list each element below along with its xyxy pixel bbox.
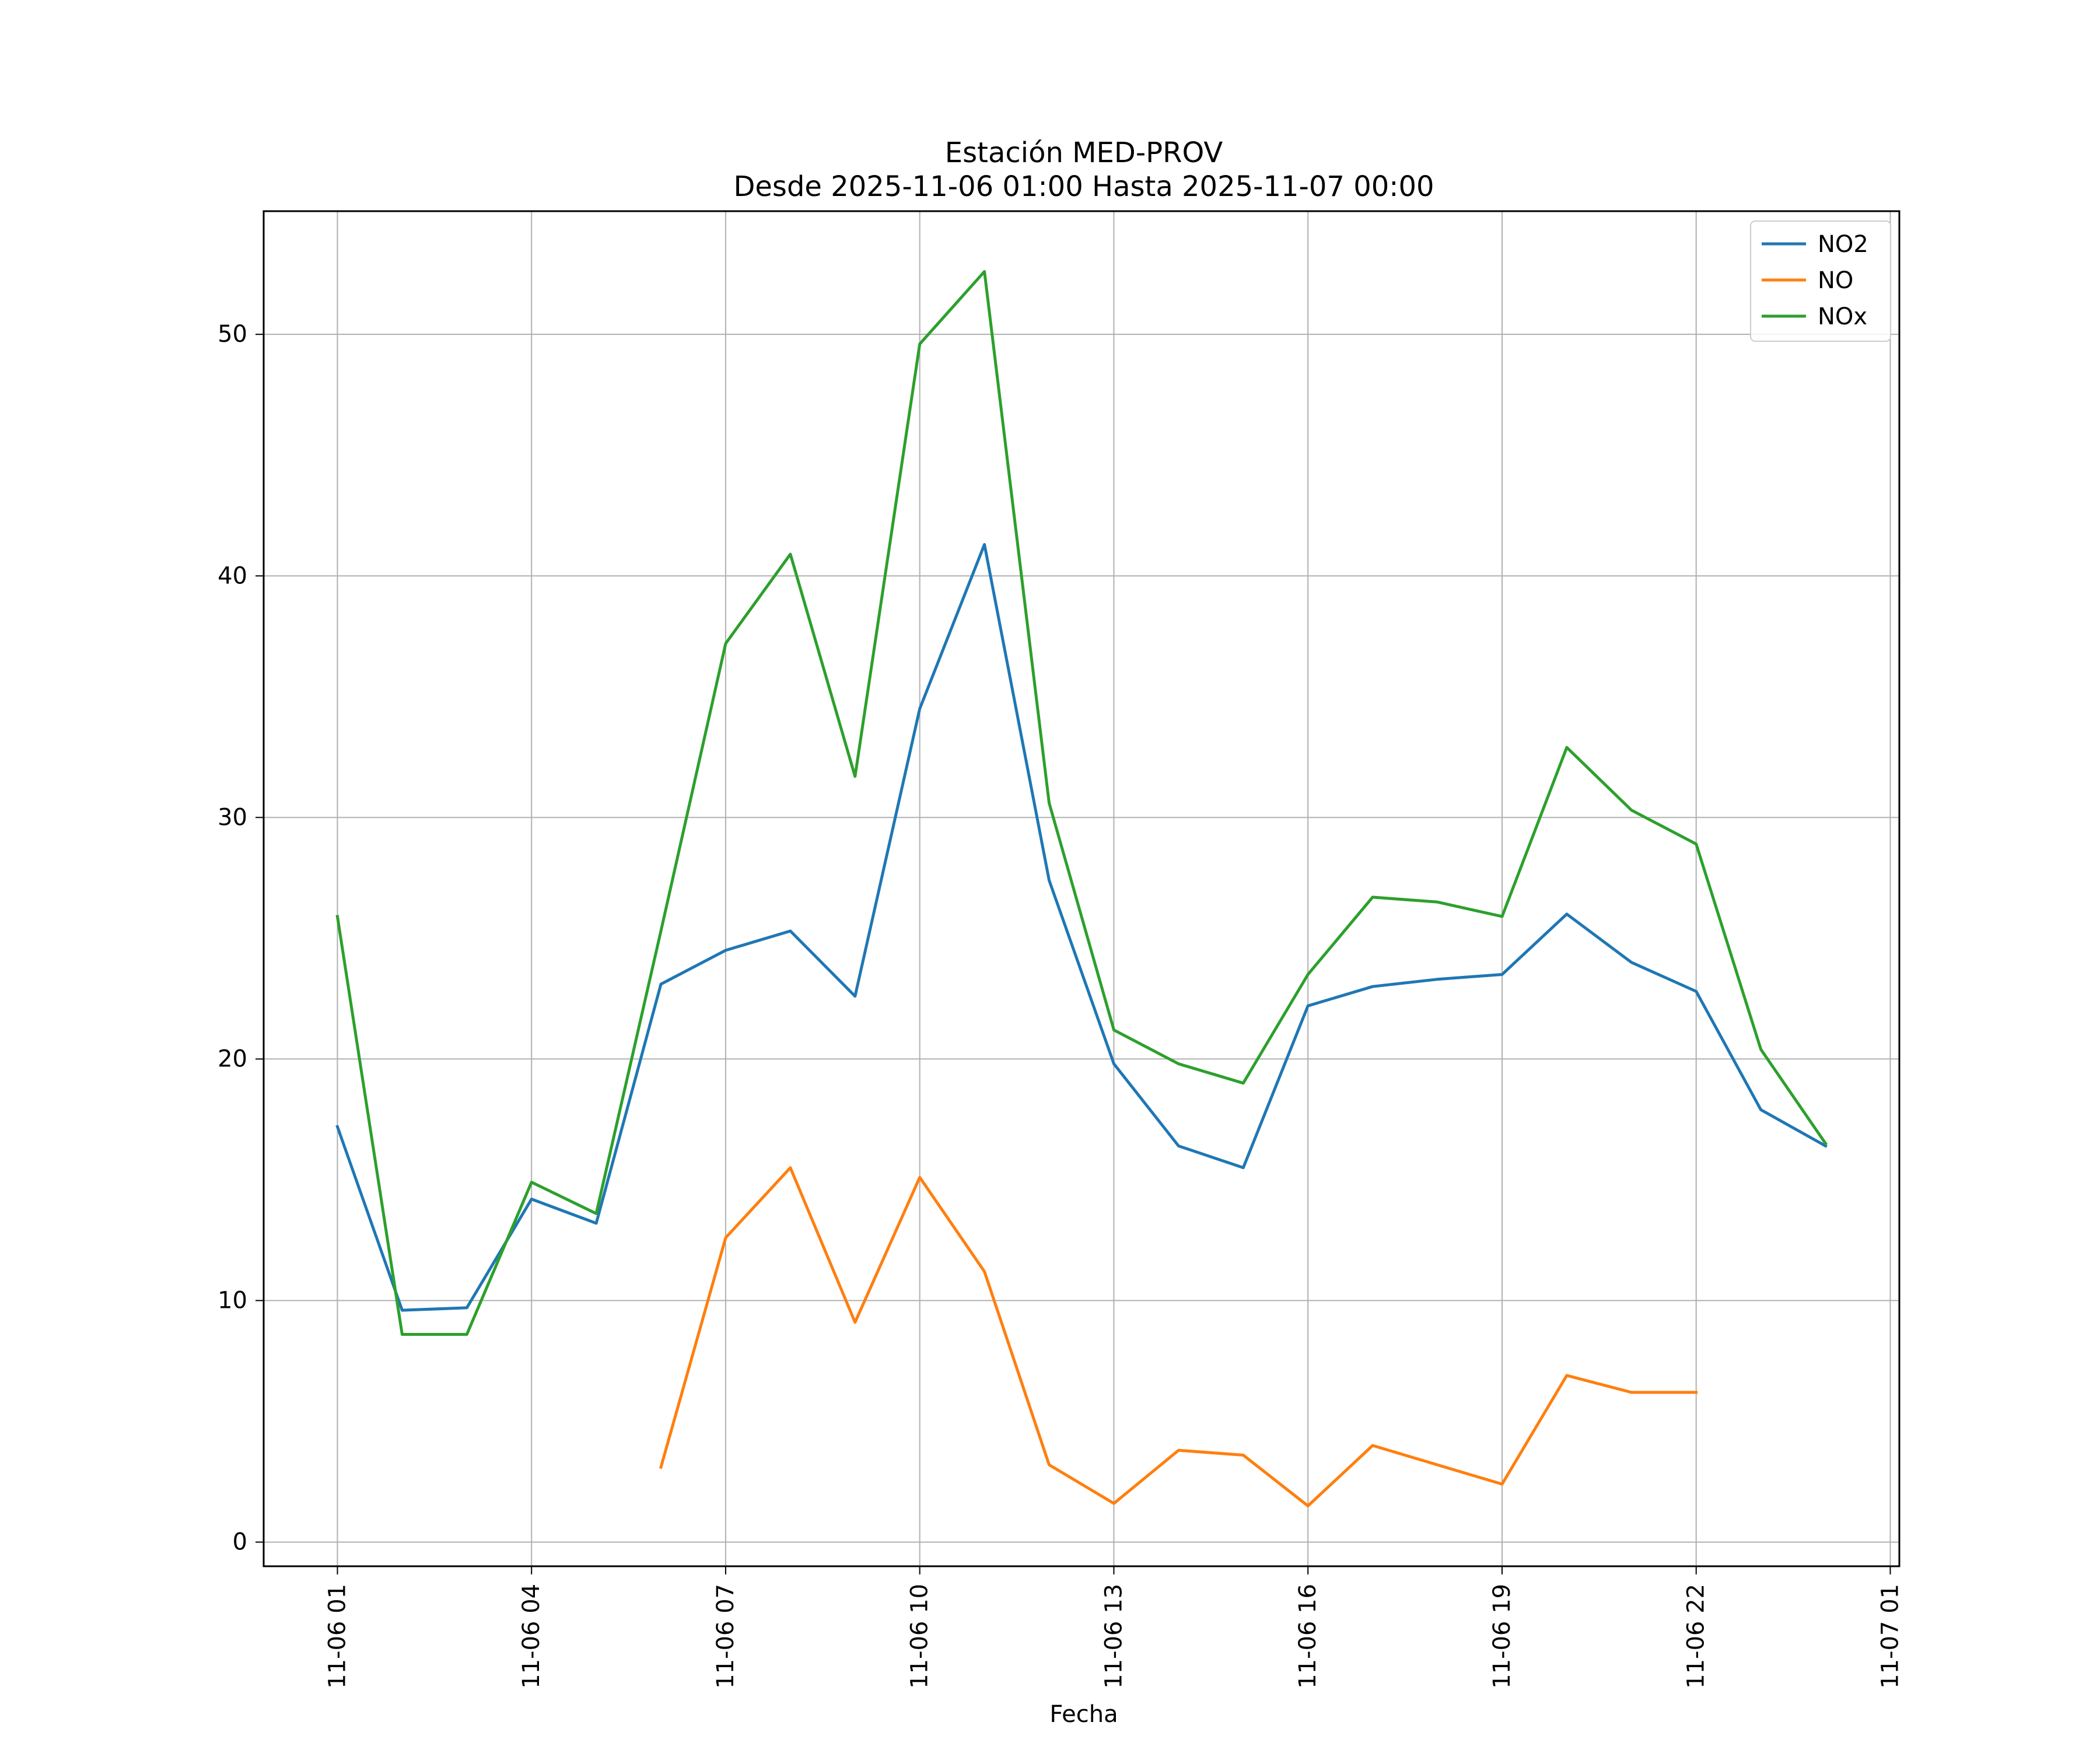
y-tick-label: 10 — [218, 1287, 247, 1314]
x-axis-label: Fecha — [1049, 1701, 1118, 1728]
x-tick-label: 11-06 01 — [324, 1584, 351, 1689]
chart-title: Estación MED-PROV — [945, 136, 1223, 169]
x-tick-label: 11-06 19 — [1489, 1584, 1516, 1689]
legend-label-no: NO — [1818, 267, 1853, 294]
y-tick-label: 30 — [218, 804, 247, 831]
chart-subtitle: Desde 2025-11-06 01:00 Hasta 2025-11-07 … — [733, 170, 1434, 203]
x-tick-label: 11-06 07 — [712, 1584, 739, 1689]
series-line-no — [659, 1166, 1698, 1507]
y-tick-label: 20 — [218, 1045, 247, 1072]
plot-area: 11-06 01 11-06 04 11-06 07 11-06 10 11-06 13… — [218, 210, 1903, 1689]
y-tick-label: 40 — [218, 562, 247, 589]
legend-box — [1750, 220, 1891, 342]
series-line-nox — [335, 270, 1828, 1336]
legend: NO2 NO NOx — [1750, 220, 1891, 342]
x-tick-label: 11-07 01 — [1877, 1584, 1903, 1689]
series-line-no2 — [335, 542, 1828, 1312]
x-tick-label: 11-06 22 — [1683, 1584, 1710, 1689]
y-tick-label: 0 — [233, 1529, 247, 1556]
legend-label-nox: NOx — [1818, 303, 1867, 330]
y-tick-label: 50 — [218, 321, 247, 348]
x-tick-label: 11-06 16 — [1294, 1584, 1321, 1689]
legend-label-no2: NO2 — [1818, 231, 1868, 258]
x-tick-label: 11-06 10 — [907, 1584, 933, 1689]
x-tick-label: 11-06 04 — [518, 1584, 545, 1689]
x-tick-label: 11-06 13 — [1100, 1584, 1127, 1689]
plot-frame — [262, 210, 1901, 1567]
